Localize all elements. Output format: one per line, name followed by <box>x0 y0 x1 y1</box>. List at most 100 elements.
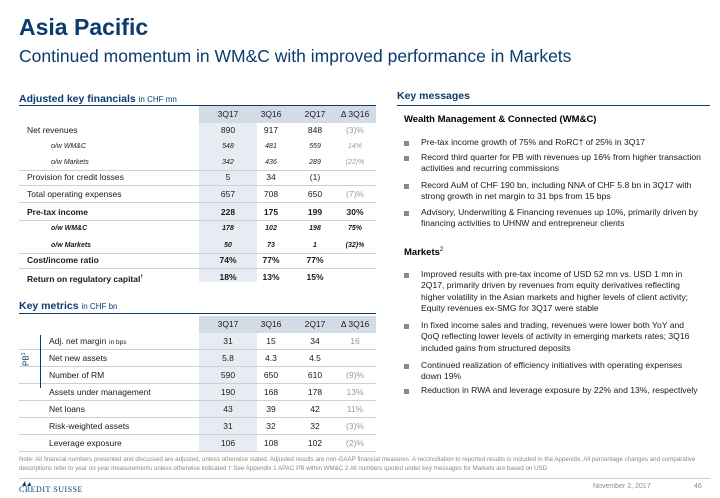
markets-bullet: Reduction in RWA and leverage exposure b… <box>404 385 704 396</box>
page-subtitle: Continued momentum in WM&C with improved… <box>19 46 572 66</box>
footer-date: November 2, 2017 <box>593 483 651 490</box>
table-cell: 43 <box>223 404 233 414</box>
row-label: Assets under management <box>49 384 151 401</box>
wmc-bullet: Record third quarter for PB with revenue… <box>404 152 704 175</box>
table-row: Leverage exposure 106 108 102 (2)% <box>19 435 376 452</box>
row-label-text: o/w WM&C <box>51 143 86 150</box>
table-row: o/w WM&C 548 481 559 14% <box>19 138 376 155</box>
column-header: Δ 3Q16 <box>340 109 370 119</box>
table-cell: 102 <box>265 225 277 232</box>
metrics-heading: Key metrics in CHF bn <box>19 300 117 312</box>
table-row: Assets under management 190 168 178 13% <box>19 384 376 401</box>
row-label-text: Cost/income ratio <box>27 255 99 265</box>
table-cell: 657 <box>220 189 236 199</box>
table-cell: 77% <box>262 255 280 265</box>
footer-divider <box>19 478 710 479</box>
table-cell: 15% <box>306 272 324 282</box>
table-cell: 4.3 <box>265 353 277 363</box>
row-label-text: o/w Markets <box>51 159 89 166</box>
table-cell: 50 <box>224 242 232 249</box>
table-row: Adj. net margin in bps 31 15 34 16 <box>19 333 376 350</box>
metrics-header-band <box>199 316 376 333</box>
row-label-text: Leverage exposure <box>49 438 122 448</box>
table-cell: 106 <box>220 438 236 448</box>
table-cell: 650 <box>307 189 323 199</box>
table-cell: 34 <box>266 172 276 182</box>
table-cell: 342 <box>222 159 234 166</box>
row-label: o/w WM&C <box>51 138 86 155</box>
financials-heading: Adjusted key financials in CHF mn <box>19 93 177 105</box>
table-cell: 228 <box>220 207 236 217</box>
table-cell: 5 <box>225 172 231 182</box>
metrics-unit: in CHF bn <box>81 302 118 311</box>
table-cell: 73 <box>267 242 275 249</box>
pb-label-text: PB <box>21 355 31 366</box>
financials-heading-text: Adjusted key financials <box>19 93 136 105</box>
table-row: Net new assets 5.8 4.3 4.5 <box>19 350 376 367</box>
table-cell: 14% <box>347 143 362 150</box>
table-row: Provision for credit losses 5 34 (1) <box>19 169 376 186</box>
footnote: Note: All financial numbers presented an… <box>19 456 696 472</box>
table-cell: 559 <box>309 143 321 150</box>
row-label: Risk-weighted assets <box>49 418 129 435</box>
table-cell: (32)% <box>345 242 365 249</box>
table-cell: 5.8 <box>222 353 234 363</box>
row-label: o/w WM&C <box>51 220 87 237</box>
table-cell: 708 <box>263 189 279 199</box>
column-header: 3Q17 <box>217 109 239 119</box>
table-cell: 102 <box>307 438 323 448</box>
table-row: o/w WM&C 178 102 198 75% <box>19 220 376 237</box>
table-cell: 108 <box>263 438 279 448</box>
table-cell: 32 <box>266 421 276 431</box>
table-cell: 15 <box>266 336 276 346</box>
column-header: 3Q16 <box>260 319 282 329</box>
table-cell: 917 <box>263 125 279 135</box>
row-label: o/w Markets <box>51 237 91 254</box>
table-row: o/w Markets 50 73 1 (32)% <box>19 237 376 254</box>
row-label: Total operating expenses <box>27 186 122 203</box>
table-cell: 31 <box>223 421 233 431</box>
row-label-text: Provision for credit losses <box>27 172 124 182</box>
pb-bracket <box>19 335 41 388</box>
table-cell: 890 <box>220 125 236 135</box>
markets-footnote-mark: 2 <box>439 247 444 253</box>
table-cell: 42 <box>310 404 320 414</box>
table-cell: 31 <box>223 336 233 346</box>
row-label: Pre-tax income <box>27 204 88 221</box>
table-cell: 75% <box>347 225 362 232</box>
table-cell: 74% <box>219 255 237 265</box>
wmc-heading: Wealth Management & Connected (WM&C) <box>404 114 597 125</box>
table-cell: 168 <box>263 387 279 397</box>
financials-table: 3Q17 3Q16 2Q17 Δ 3Q16 Net revenues 890 917 848 (… <box>19 106 376 284</box>
table-cell: 30% <box>346 207 364 217</box>
page-number: 46 <box>694 483 702 490</box>
row-label-text: Net loans <box>49 404 85 414</box>
markets-bullet: Continued realization of efficiency init… <box>404 360 704 383</box>
table-row: Number of RM 590 650 610 (9)% <box>19 367 376 384</box>
row-label-text: Number of RM <box>49 370 105 380</box>
table-cell: 18% <box>219 272 237 282</box>
markets-bullet: In fixed income sales and trading, reven… <box>404 320 704 354</box>
table-cell: (9)% <box>346 370 364 380</box>
table-cell: 190 <box>220 387 236 397</box>
row-label: Cost/income ratio <box>27 252 99 269</box>
page-title: Asia Pacific <box>19 14 149 40</box>
column-header: 3Q16 <box>260 109 282 119</box>
column-header: 2Q17 <box>304 319 326 329</box>
table-cell: 11% <box>346 404 364 414</box>
table-row: Pre-tax income 228 175 199 30% <box>19 204 376 221</box>
row-label: Net loans <box>49 401 85 418</box>
column-header: 3Q17 <box>217 319 239 329</box>
company-logo: CREDIT SUISSE <box>19 485 83 494</box>
table-cell: 548 <box>222 143 234 150</box>
wmc-bullet: Pre-tax income growth of 75% and RoRC† o… <box>404 137 704 148</box>
messages-divider <box>397 105 710 106</box>
row-label-text: Net new assets <box>49 353 108 363</box>
row-label-text: o/w Markets <box>51 242 92 249</box>
row-label-text: Risk-weighted assets <box>49 421 130 431</box>
row-label-footnote: † <box>140 274 144 280</box>
financials-divider <box>19 105 376 106</box>
row-label: o/w Markets <box>51 154 89 171</box>
row-label: Return on regulatory capital† <box>27 269 143 288</box>
table-cell: 34 <box>310 336 320 346</box>
